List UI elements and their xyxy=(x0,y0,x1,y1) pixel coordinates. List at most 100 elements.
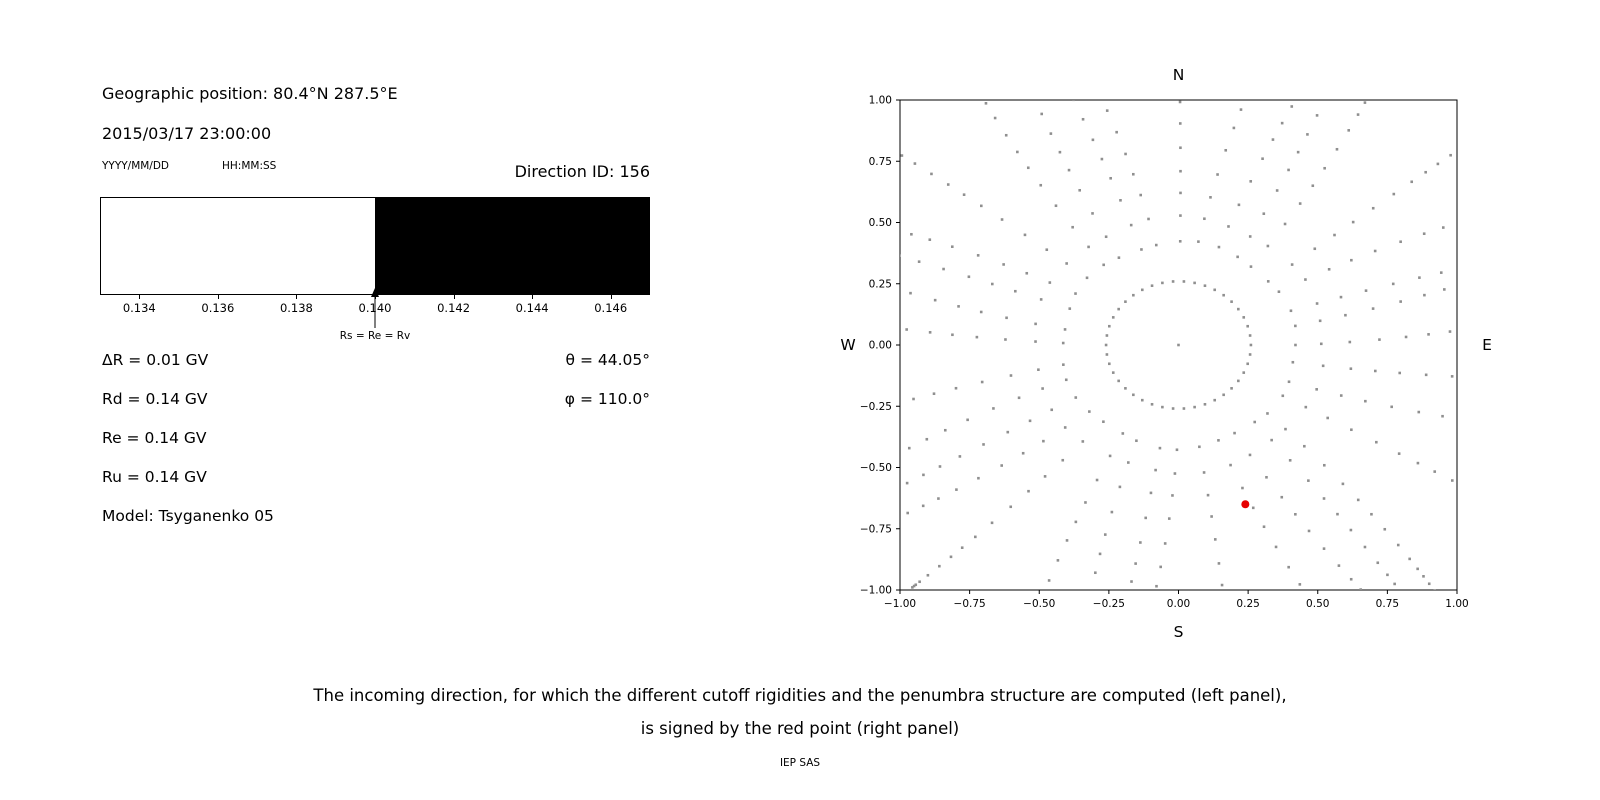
scatter-dot xyxy=(1047,579,1051,582)
model-label: Model: Tsyganenko 05 xyxy=(102,507,274,525)
scatter-dot xyxy=(962,193,966,196)
scatter-dot xyxy=(1140,248,1143,251)
scatter-dot xyxy=(1248,334,1252,337)
scatter-dot xyxy=(1115,130,1118,134)
scatter-dot xyxy=(1294,512,1297,516)
scatter-dot xyxy=(1296,150,1300,154)
scatter-dot xyxy=(1364,399,1367,403)
scatter-dot xyxy=(1339,394,1343,397)
scatter-dot xyxy=(1034,340,1037,343)
scatter-dot xyxy=(1242,371,1246,374)
x-tick-label: 0.25 xyxy=(1236,598,1259,610)
scatter-dot xyxy=(1277,290,1281,293)
scatter-dot xyxy=(1102,263,1105,267)
scatter-dot xyxy=(892,149,895,152)
scatter-dot xyxy=(1416,461,1420,465)
scatter-dot xyxy=(1349,528,1353,532)
scatter-dot xyxy=(1158,446,1162,450)
x-tick-mark xyxy=(532,295,534,299)
scatter-dot xyxy=(1376,561,1380,565)
scatter-dot xyxy=(1283,222,1287,226)
scatter-dot xyxy=(1104,343,1108,347)
scatter-dot xyxy=(1182,407,1186,410)
scatter-dot xyxy=(1121,432,1125,435)
scatter-dot xyxy=(1322,497,1326,500)
scatter-dot xyxy=(907,446,911,450)
scatter-dot xyxy=(1288,459,1292,462)
scatter-dot xyxy=(1322,463,1326,467)
scatter-dot xyxy=(1326,416,1329,420)
scatter-dot xyxy=(918,580,921,584)
scatter-dot xyxy=(1424,170,1427,174)
caption-line-1: The incoming direction, for which the di… xyxy=(313,686,1287,705)
scatter-dot xyxy=(1337,564,1341,567)
scatter-dot xyxy=(1017,396,1021,400)
scatter-dot xyxy=(1315,388,1318,391)
scatter-dot xyxy=(1179,191,1182,195)
scatter-dot xyxy=(1321,364,1325,368)
scatter-dot xyxy=(914,583,918,587)
scatter-dot xyxy=(1350,258,1353,262)
scatter-dot xyxy=(1461,418,1464,421)
scatter-dot xyxy=(1410,180,1414,184)
scatter-dot xyxy=(1105,109,1109,112)
scatter-dot xyxy=(1232,126,1236,130)
scatter-dot xyxy=(1371,307,1375,310)
scatter-dot xyxy=(1417,410,1421,414)
scatter-dot xyxy=(1359,588,1363,590)
east-label: E xyxy=(1482,336,1492,354)
scatter-dot xyxy=(1298,583,1302,586)
scatter-dot xyxy=(893,228,896,231)
scatter-dot xyxy=(1087,245,1090,249)
scatter-dot xyxy=(1266,412,1269,415)
scatter-dot xyxy=(1104,235,1108,239)
scatter-dot xyxy=(900,254,901,257)
x-tick-mark xyxy=(375,295,376,299)
scatter-dot xyxy=(1117,379,1120,383)
scatter-dot xyxy=(926,573,930,577)
scatter-dot xyxy=(1004,338,1007,341)
scatter-dot xyxy=(1251,506,1255,510)
scatter-dot xyxy=(1287,380,1291,384)
scatter-dot xyxy=(925,437,929,441)
scatter-dot xyxy=(1127,461,1130,464)
scatter-dot xyxy=(1249,265,1253,268)
scatter-dot xyxy=(1371,206,1375,210)
scatter-dot xyxy=(991,282,994,286)
scatter-dot xyxy=(1124,387,1127,390)
scatter-dot xyxy=(1335,147,1339,151)
scatter-dot xyxy=(1443,288,1446,291)
y-tick-label: 0.25 xyxy=(869,278,892,290)
caption-line-2: is signed by the red point (right panel) xyxy=(640,719,960,738)
scatter-dot xyxy=(942,267,945,271)
credit-label: IEP SAS xyxy=(779,757,821,769)
y-tick-label: −0.50 xyxy=(860,462,892,474)
scatter-dot xyxy=(1370,90,1373,93)
scatter-dot xyxy=(1422,575,1425,578)
scatter-dot xyxy=(1094,571,1097,575)
datetime-label: 2015/03/17 23:00:00 xyxy=(102,124,272,143)
scatter-dot xyxy=(1134,562,1137,565)
x-tick-label: 0.138 xyxy=(279,301,313,315)
scatter-dot xyxy=(993,116,997,120)
x-tick-label: 0.142 xyxy=(437,301,471,315)
scatter-dot xyxy=(1356,113,1360,116)
scatter-dot xyxy=(1032,95,1035,98)
scatter-dot xyxy=(1129,223,1133,227)
phi-value: φ = 110.0° xyxy=(564,390,650,408)
scatter-dot xyxy=(1014,289,1017,293)
scatter-dot xyxy=(1246,324,1249,328)
scatter-dot xyxy=(1103,533,1107,536)
scatter-dot xyxy=(1400,591,1403,594)
scatter-dot xyxy=(905,328,908,331)
scatter-dot xyxy=(1356,498,1360,502)
scatter-dot xyxy=(1374,369,1377,373)
scatter-dot xyxy=(1348,340,1352,344)
x-tick-label: 0.00 xyxy=(1167,598,1190,610)
scatter-dot xyxy=(1327,267,1331,271)
scatter-dot xyxy=(938,564,941,568)
scatter-dot xyxy=(1081,440,1085,443)
scatter-dot xyxy=(913,162,917,165)
scatter-dot xyxy=(966,418,969,422)
scatter-dot xyxy=(1159,565,1162,569)
